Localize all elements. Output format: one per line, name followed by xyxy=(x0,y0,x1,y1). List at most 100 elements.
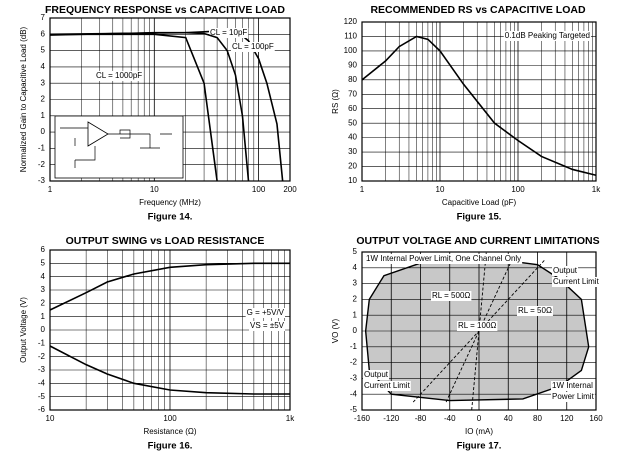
series-label: CL = 10pF xyxy=(210,28,247,37)
inset-box xyxy=(54,115,184,179)
series-line xyxy=(471,251,487,411)
series-label: RL = 50Ω xyxy=(518,306,552,315)
wiring xyxy=(60,127,172,168)
y-axis-label: Output Voltage (V) xyxy=(19,297,28,363)
label-background xyxy=(431,291,472,301)
label-background xyxy=(95,71,144,81)
figure-caption: Figure 17. xyxy=(457,441,502,452)
series-label: RL = 500Ω xyxy=(432,291,470,300)
y-tick-label: -1 xyxy=(350,342,358,351)
y-tick-label: 7 xyxy=(41,13,46,22)
y-tick-label: 4 xyxy=(41,272,46,281)
x-tick-label: 100 xyxy=(511,185,525,194)
x-axis-label: Frequency (MHz) xyxy=(139,198,201,207)
label-background xyxy=(551,381,594,391)
x-axis-label: IO (mA) xyxy=(465,427,493,436)
y-tick-label: 70 xyxy=(348,89,357,98)
y-tick-label: 10 xyxy=(348,176,357,185)
y-tick-label: 20 xyxy=(348,162,357,171)
annotation: 0.1dB Peaking Targeted xyxy=(505,31,590,40)
y-axis-label: RS (Ω) xyxy=(331,89,340,114)
schematic-inset xyxy=(54,115,184,179)
y-tick-label: 90 xyxy=(348,60,357,69)
y-tick-label: 6 xyxy=(41,29,46,38)
plot-frame xyxy=(361,251,597,411)
x-tick-label: 200 xyxy=(283,185,297,194)
x-tick-label: 1k xyxy=(286,414,295,423)
series-line xyxy=(50,33,218,182)
label-background xyxy=(552,277,600,287)
y-tick-label: 60 xyxy=(348,104,357,113)
series-line xyxy=(445,259,513,403)
label-background xyxy=(457,321,498,331)
y-tick-label: -1 xyxy=(38,144,46,153)
plot-frame xyxy=(361,21,597,182)
y-tick-label: -3 xyxy=(38,176,46,185)
y-tick-label: -4 xyxy=(350,389,358,398)
series-line xyxy=(361,35,597,176)
annotation: VS = ±5V xyxy=(250,321,285,330)
y-tick-label: 80 xyxy=(348,75,357,84)
x-tick-label: 0 xyxy=(477,414,482,423)
y-tick-label: 1 xyxy=(41,111,46,120)
y-tick-label: 5 xyxy=(353,247,358,256)
y-tick-label: 5 xyxy=(41,46,46,55)
series-line xyxy=(49,262,290,311)
label-background xyxy=(249,321,285,331)
y-tick-label: 0 xyxy=(353,326,358,335)
label-background xyxy=(365,254,523,264)
y-tick-label: 40 xyxy=(348,133,357,142)
y-tick-label: -3 xyxy=(350,374,358,383)
y-tick-label: -4 xyxy=(38,378,46,387)
annotation: Power Limit xyxy=(552,392,595,401)
y-tick-label: 3 xyxy=(41,78,46,87)
figure-caption: Figure 14. xyxy=(148,212,193,223)
series-line xyxy=(49,345,290,395)
annotation: Current Limit xyxy=(364,381,411,390)
y-tick-label: 2 xyxy=(41,298,46,307)
y-tick-label: -2 xyxy=(38,160,46,169)
x-tick-label: 100 xyxy=(163,414,177,423)
x-tick-label: 100 xyxy=(252,185,266,194)
annotation: Current Limit xyxy=(553,277,600,286)
x-tick-label: -80 xyxy=(415,414,427,423)
plot-frame xyxy=(49,249,291,411)
annotation: G = +5V/V xyxy=(247,308,285,317)
y-axis-label: VO (V) xyxy=(331,318,340,343)
label-background xyxy=(363,370,390,380)
annotation: 1W Internal xyxy=(552,381,593,390)
label-background xyxy=(231,42,275,52)
x-tick-label: 1 xyxy=(360,185,365,194)
series-label: CL = 100pF xyxy=(232,42,274,51)
y-tick-label: 30 xyxy=(348,147,357,156)
y-tick-label: 110 xyxy=(344,32,357,41)
y-tick-label: 4 xyxy=(41,62,46,71)
y-tick-label: 0 xyxy=(41,325,46,334)
y-tick-label: 3 xyxy=(353,279,358,288)
series-label: CL = 1000pF xyxy=(96,71,142,80)
x-tick-label: 120 xyxy=(560,414,574,423)
y-tick-label: -5 xyxy=(38,392,46,401)
chart-panel: OUTPUT VOLTAGE AND CURRENT LIMITATIONS -1… xyxy=(331,235,603,452)
y-axis-label: Normalized Gain to Capacitive Load (dB) xyxy=(19,26,28,172)
annotation: Output xyxy=(553,266,578,275)
x-tick-label: -40 xyxy=(444,414,456,423)
y-tick-label: -5 xyxy=(350,405,358,414)
y-tick-label: 3 xyxy=(41,285,46,294)
y-tick-label: -3 xyxy=(38,365,46,374)
x-tick-label: 1k xyxy=(592,185,601,194)
x-tick-label: 160 xyxy=(589,414,603,423)
label-background xyxy=(363,381,411,391)
y-tick-label: -2 xyxy=(350,358,358,367)
annotation: Output xyxy=(364,370,389,379)
label-background xyxy=(552,266,579,276)
y-tick-label: 5 xyxy=(41,258,46,267)
x-tick-label: -120 xyxy=(383,414,400,423)
label-background xyxy=(245,308,285,318)
x-tick-label: 10 xyxy=(46,414,55,423)
x-tick-label: 1 xyxy=(48,185,53,194)
y-tick-label: 50 xyxy=(348,118,357,127)
series-label: RL = 100Ω xyxy=(458,321,496,330)
